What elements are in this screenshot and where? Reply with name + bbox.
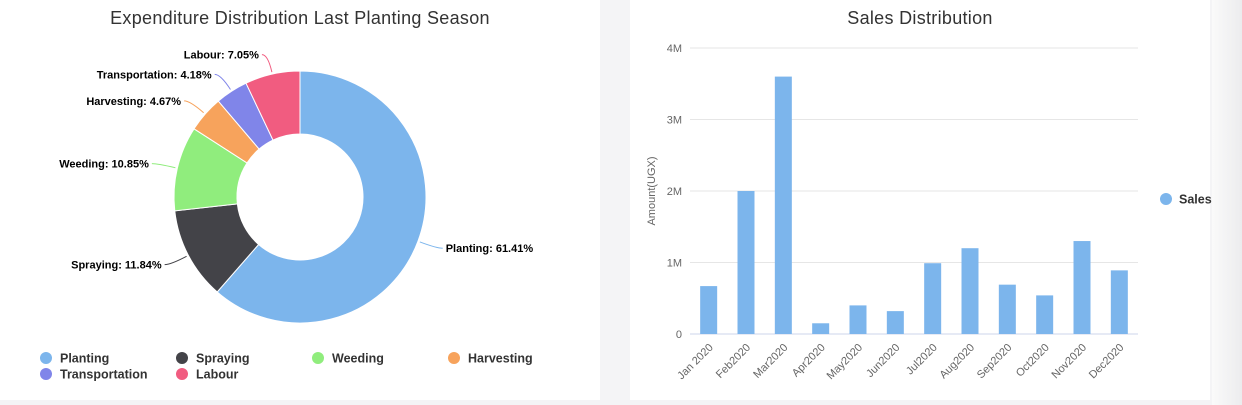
data-label-spraying: Spraying: 11.84% [71, 260, 162, 272]
x-tick-label: May2020 [825, 342, 865, 382]
legend-symbol [40, 352, 52, 364]
connector-spraying [164, 255, 187, 266]
bar-dec2020[interactable] [1110, 270, 1128, 334]
x-tick-label: Jul2020 [904, 342, 940, 378]
expenditure-chart-title: Expenditure Distribution Last Planting S… [110, 8, 490, 28]
y-axis-title: Amount(UGX) [646, 156, 658, 225]
slice-labour[interactable] [245, 70, 301, 141]
legend-label: Labour [196, 368, 238, 382]
page-edge [1212, 0, 1242, 405]
legend-item-spraying[interactable]: Spraying [176, 352, 250, 366]
x-tick-label: Jun2020 [864, 342, 902, 380]
x-tick-label: Mar2020 [751, 342, 790, 381]
legend-symbol [176, 368, 188, 380]
y-tick-label: 0 [676, 329, 682, 341]
data-label-weeding: Weeding: 10.85% [59, 159, 149, 171]
data-label-transportation: Transportation: 4.18% [97, 69, 212, 81]
legend-label: Spraying [196, 352, 250, 366]
bar-feb2020[interactable] [737, 191, 755, 334]
legend-item-labour[interactable]: Labour [176, 368, 238, 382]
bar-sep2020[interactable] [998, 284, 1016, 334]
legend-label: Harvesting [468, 352, 533, 366]
sales-chart-panel: Sales Distribution 0 1M 2M 3M 4M Amount(UGX) J… [630, 0, 1212, 400]
bar-aug2020[interactable] [961, 248, 979, 334]
expenditure-chart-panel: Expenditure Distribution Last Planting S… [0, 0, 600, 400]
y-tick-label: 4M [667, 43, 682, 55]
bar-nov2020[interactable] [1073, 241, 1091, 334]
bar-jan-2020[interactable] [700, 286, 718, 334]
x-tick-label: Dec2020 [1087, 342, 1127, 382]
x-tick-label: Nov2020 [1049, 342, 1089, 382]
legend-item-weeding[interactable]: Weeding [312, 352, 384, 366]
sales-chart-title: Sales Distribution [847, 8, 993, 28]
legend-item-planting[interactable]: Planting [40, 352, 109, 366]
legend-label: Weeding [332, 352, 384, 366]
data-label-harvesting: Harvesting: 4.67% [86, 96, 181, 108]
y-tick-label: 3M [667, 115, 682, 127]
legend-item-sales[interactable]: Sales [1160, 193, 1212, 207]
connector-labour [261, 54, 273, 73]
bar-apr2020[interactable] [812, 323, 830, 334]
legend-symbol [176, 352, 188, 364]
x-tick-label: Jan 2020 [675, 342, 715, 382]
bar-may2020[interactable] [849, 305, 867, 334]
x-tick-label: Aug2020 [937, 342, 977, 382]
legend-symbol [312, 352, 324, 364]
y-tick-label: 2M [667, 186, 682, 198]
x-tick-label: Oct2020 [1014, 342, 1052, 380]
slice-planting[interactable] [216, 70, 427, 324]
legend-label: Sales [1179, 193, 1212, 207]
x-tick-label: Feb2020 [714, 342, 753, 381]
data-label-planting: Planting: 61.41% [446, 243, 534, 255]
connector-transportation [214, 73, 231, 90]
legend-label: Planting [60, 352, 109, 366]
data-label-labour: Labour: 7.05% [184, 50, 259, 62]
bar-jun2020[interactable] [886, 311, 904, 334]
bar-mar2020[interactable] [774, 76, 792, 334]
sales-bar-chart: 0 1M 2M 3M 4M Amount(UGX) Jan 2020Feb2020Mar20… [646, 43, 1212, 382]
y-tick-label: 1M [667, 258, 682, 270]
legend-symbol [40, 368, 52, 380]
connector-weeding [151, 163, 176, 169]
legend-item-harvesting[interactable]: Harvesting [448, 352, 533, 366]
connector-planting [419, 241, 443, 249]
legend-item-transportation[interactable]: Transportation [40, 368, 148, 382]
x-tick-label: Apr2020 [790, 342, 828, 380]
connector-harvesting [184, 100, 204, 114]
expenditure-donut-chart: Planting: 61.41% Spraying: 11.84% Weeding:… [40, 50, 534, 382]
legend-symbol [1160, 193, 1172, 205]
legend-symbol [448, 352, 460, 364]
x-tick-label: Sep2020 [975, 342, 1015, 382]
legend-label: Transportation [60, 368, 148, 382]
bar-oct2020[interactable] [1036, 295, 1054, 334]
bar-jul2020[interactable] [924, 263, 942, 334]
